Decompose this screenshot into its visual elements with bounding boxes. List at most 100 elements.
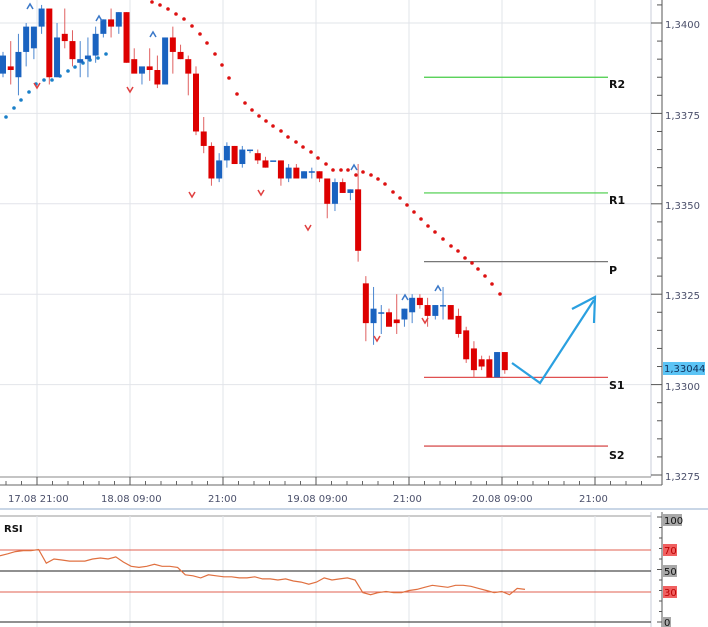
- candle: [38, 8, 45, 27]
- candle: [154, 70, 161, 85]
- fractal-down-icon: [373, 335, 381, 343]
- candle: [185, 59, 192, 74]
- candle: [277, 160, 284, 179]
- time-label: 17.08 21:00: [8, 494, 69, 505]
- candle: [7, 66, 14, 71]
- rsi-label-0: 0: [664, 618, 670, 627]
- fractal-up-icon: [26, 2, 34, 10]
- fractal-up-icon: [401, 293, 409, 301]
- candle: [447, 305, 454, 320]
- candle: [254, 153, 261, 161]
- time-label: 21:00: [208, 494, 237, 505]
- candle: [208, 145, 215, 179]
- candle: [84, 55, 91, 60]
- fractal-markers: [26, 2, 442, 343]
- candle: [162, 37, 169, 85]
- candle: [486, 359, 493, 378]
- candle: [401, 308, 408, 320]
- price-axis[interactable]: 1,3400 1,3375 1,3350 1,3325 1,3300 1,327…: [0, 0, 705, 486]
- rsi-panel[interactable]: RSI 100 70 50 30 0: [0, 510, 708, 627]
- candle: [69, 41, 76, 60]
- parabolic-sar-dots: [4, 0, 502, 296]
- price-chart[interactable]: R2 R1 P S1 S2 1,3400 1,3375 1,3350 1,332…: [0, 0, 708, 510]
- candle: [470, 348, 477, 371]
- forecast-arrow-line: [511, 299, 595, 385]
- rsi-70-badge: [663, 544, 677, 556]
- candle: [0, 55, 6, 74]
- candle: [138, 66, 145, 74]
- candle: [355, 189, 362, 251]
- rsi-title: RSI: [4, 524, 23, 535]
- candle: [409, 297, 416, 313]
- fractal-down-icon: [33, 82, 41, 90]
- candle: [247, 149, 254, 152]
- candle: [478, 359, 485, 367]
- time-label: 20.08 09:00: [472, 494, 533, 505]
- price-label: 1,3350: [665, 201, 700, 212]
- rsi-label-30: 30: [664, 588, 677, 599]
- candle: [193, 73, 199, 132]
- candle: [331, 182, 338, 204]
- time-label: 21:00: [393, 494, 422, 505]
- candle: [432, 305, 439, 316]
- candle: [262, 160, 269, 168]
- candle: [115, 12, 122, 27]
- candle: [501, 352, 508, 371]
- candle: [386, 312, 392, 327]
- pivot-label-s2: S2: [609, 449, 625, 462]
- candle: [200, 131, 207, 146]
- panel-splitter[interactable]: [0, 508, 708, 510]
- rsi-30-badge: [663, 586, 677, 598]
- candle: [494, 352, 501, 378]
- candle: [131, 59, 138, 74]
- rsi-0-badge: [663, 617, 671, 627]
- price-label: 1,3325: [665, 291, 700, 302]
- fractal-up-icon: [95, 14, 103, 22]
- fractal-down-icon: [421, 317, 429, 325]
- price-label: 1,3400: [665, 20, 700, 31]
- fractal-up-icon: [434, 284, 442, 292]
- candle: [231, 145, 238, 165]
- candle: [347, 189, 354, 193]
- price-label: 1,3300: [665, 382, 700, 393]
- pivot-label-p: P: [609, 264, 617, 277]
- pivot-label-r1: R1: [609, 194, 625, 207]
- time-label: 18.08 09:00: [101, 494, 162, 505]
- candle: [455, 315, 462, 334]
- candle: [61, 33, 68, 42]
- candle: [362, 283, 369, 324]
- candle: [393, 319, 400, 324]
- candle: [15, 51, 22, 78]
- fractal-down-icon: [188, 191, 196, 199]
- pivot-levels: [424, 76, 608, 447]
- time-axis[interactable]: 17.08 21:00 18.08 09:00 21:00 19.08 09:0…: [5, 477, 642, 505]
- candle: [23, 26, 30, 52]
- fractal-up-icon: [350, 163, 358, 171]
- candle: [416, 297, 423, 306]
- candle: [293, 167, 300, 179]
- rsi-50-badge: [663, 565, 677, 577]
- rsi-label-70: 70: [664, 546, 677, 557]
- candlestick-series: [0, 4, 508, 378]
- price-label: 1,3375: [665, 111, 700, 122]
- candle: [339, 182, 346, 193]
- rsi-line: [0, 548, 526, 596]
- candle: [308, 171, 315, 173]
- candle: [177, 51, 184, 60]
- candle: [146, 66, 153, 71]
- arrow-head-icon: [571, 295, 597, 324]
- candle: [463, 330, 470, 360]
- candle: [424, 305, 431, 316]
- rsi-100-badge: [663, 514, 682, 526]
- time-label: 19.08 09:00: [287, 494, 348, 505]
- fractal-down-icon: [126, 86, 134, 94]
- current-price-badge: [663, 362, 705, 375]
- candle: [324, 178, 331, 204]
- candle: [285, 167, 292, 179]
- chart-grid: [0, 0, 651, 477]
- candle: [108, 19, 115, 27]
- candle: [316, 171, 323, 179]
- candle: [77, 59, 84, 63]
- candle: [440, 305, 447, 307]
- pivot-label-r2: R2: [609, 78, 625, 91]
